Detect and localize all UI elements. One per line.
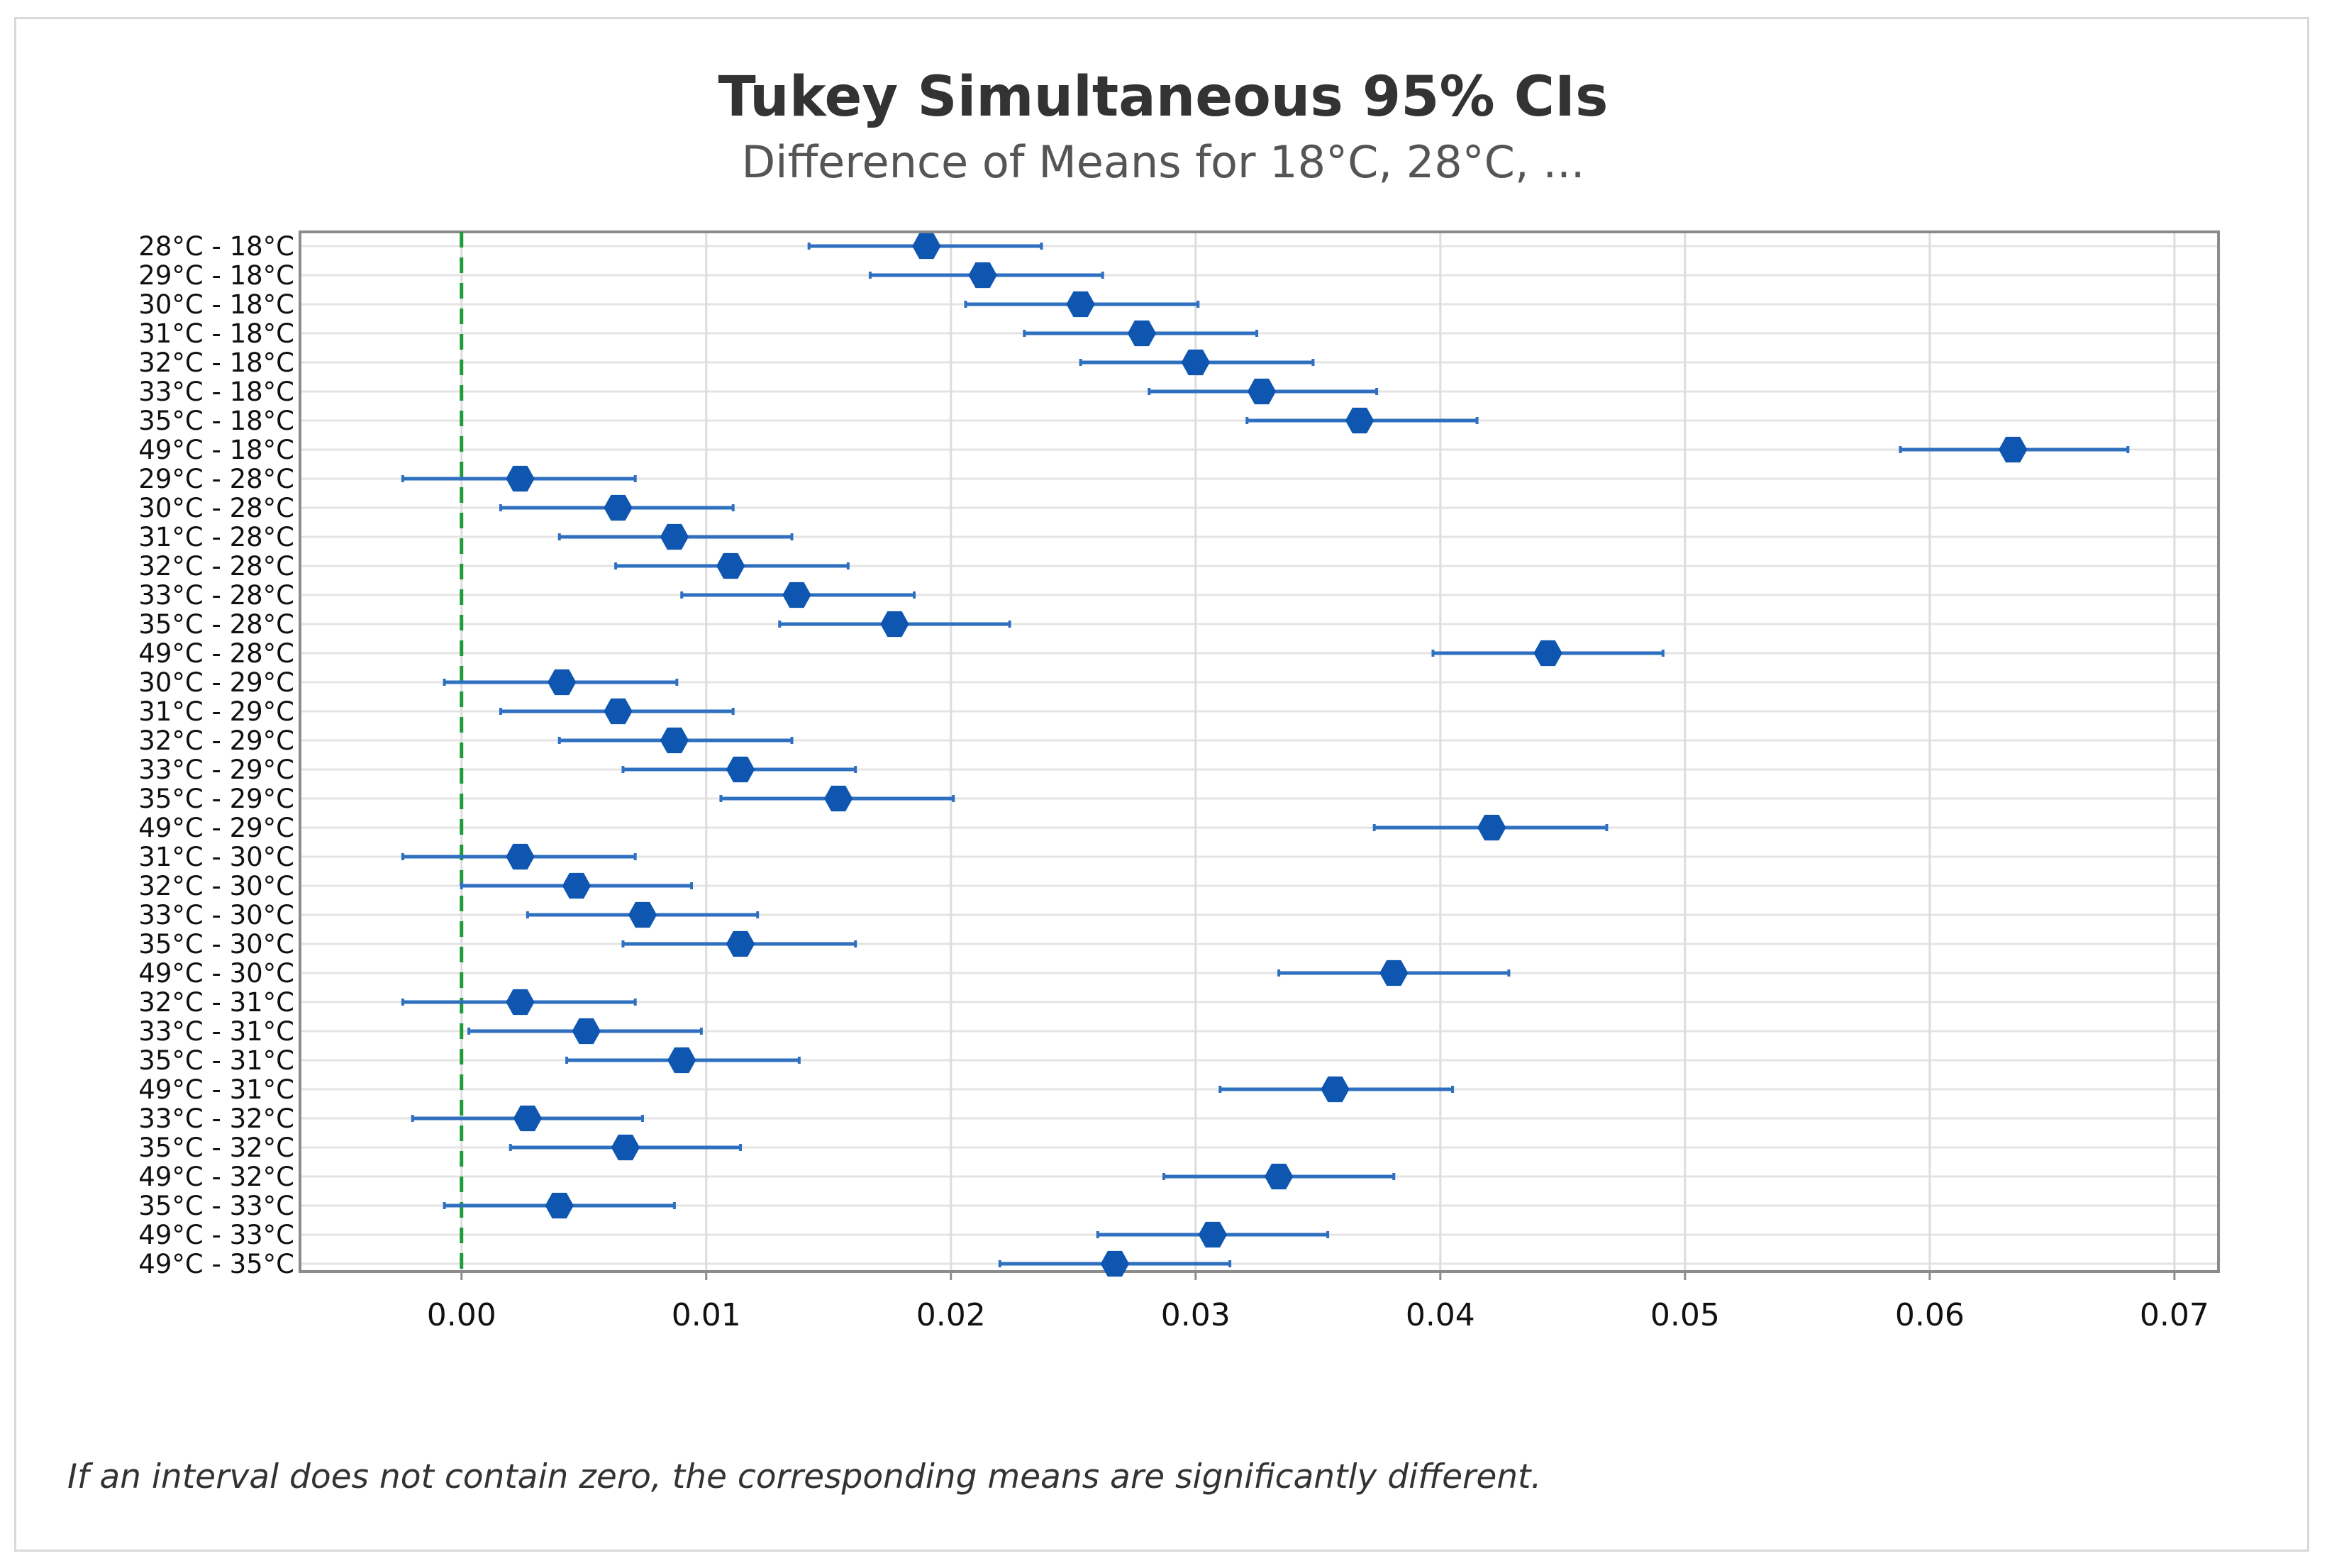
y-tick-labels: 28°C - 18°C29°C - 18°C30°C - 18°C31°C - … bbox=[138, 231, 294, 1279]
y-tick-label: 35°C - 28°C bbox=[138, 609, 294, 640]
y-tick-label: 33°C - 28°C bbox=[138, 580, 294, 611]
mean-difference-marker bbox=[1477, 814, 1506, 841]
y-tick-label: 33°C - 18°C bbox=[138, 377, 294, 407]
y-tick-label: 35°C - 33°C bbox=[138, 1191, 294, 1221]
mean-difference-marker bbox=[1999, 436, 2028, 463]
y-tick-label: 33°C - 30°C bbox=[138, 900, 294, 930]
mean-difference-marker bbox=[1181, 349, 1210, 376]
chart-frame bbox=[14, 17, 2309, 1552]
mean-difference-marker bbox=[513, 1105, 543, 1132]
x-tick-label: 0.02 bbox=[916, 1297, 986, 1333]
mean-difference-marker bbox=[716, 552, 745, 579]
x-tick-label: 0.03 bbox=[1161, 1297, 1231, 1333]
mean-difference-marker bbox=[1127, 320, 1157, 347]
y-tick-label: 29°C - 18°C bbox=[138, 260, 294, 291]
mean-difference-marker bbox=[604, 698, 633, 725]
mean-difference-marker bbox=[782, 582, 811, 608]
y-tick-label: 35°C - 30°C bbox=[138, 929, 294, 960]
x-tick-labels: 0.00 0.01 0.02 0.03 0.04 0.05 0.06 0.07 bbox=[427, 1297, 2209, 1333]
x-tick-label: 0.01 bbox=[672, 1297, 741, 1333]
mean-difference-marker bbox=[604, 494, 633, 521]
y-tick-label: 49°C - 28°C bbox=[138, 638, 294, 669]
y-tick-label: 31°C - 28°C bbox=[138, 522, 294, 552]
y-tick-label: 35°C - 32°C bbox=[138, 1133, 294, 1163]
mean-difference-marker bbox=[823, 785, 853, 812]
x-tick-label: 0.07 bbox=[2140, 1297, 2209, 1333]
y-tick-label: 35°C - 31°C bbox=[138, 1045, 294, 1076]
mean-difference-marker bbox=[912, 233, 941, 260]
y-tick-label: 49°C - 33°C bbox=[138, 1220, 294, 1250]
y-tick-label: 30°C - 28°C bbox=[138, 493, 294, 523]
mean-difference-marker bbox=[545, 1192, 574, 1219]
y-tick-label: 30°C - 29°C bbox=[138, 667, 294, 698]
mean-difference-marker bbox=[572, 1018, 601, 1045]
mean-difference-marker bbox=[726, 756, 755, 783]
mean-difference-marker bbox=[1264, 1163, 1294, 1190]
mean-difference-marker bbox=[506, 843, 535, 870]
y-tick-label: 32°C - 18°C bbox=[138, 347, 294, 378]
mean-difference-marker bbox=[548, 669, 577, 696]
y-tick-label: 32°C - 29°C bbox=[138, 725, 294, 756]
chart-subtitle: Difference of Means for 18°C, 28°C, ... bbox=[741, 136, 1584, 188]
intervals bbox=[401, 233, 2130, 1277]
mean-difference-marker bbox=[1345, 407, 1374, 434]
mean-difference-marker bbox=[660, 727, 689, 754]
mean-difference-marker bbox=[726, 930, 755, 957]
y-tick-label: 31°C - 30°C bbox=[138, 842, 294, 872]
x-tick-label: 0.04 bbox=[1406, 1297, 1475, 1333]
y-tick-label: 49°C - 30°C bbox=[138, 958, 294, 989]
y-tick-label: 33°C - 31°C bbox=[138, 1016, 294, 1047]
mean-difference-marker bbox=[880, 611, 909, 638]
mean-difference-marker bbox=[667, 1047, 696, 1074]
mean-difference-marker bbox=[660, 523, 689, 550]
y-tick-label: 49°C - 31°C bbox=[138, 1074, 294, 1105]
mean-difference-marker bbox=[1533, 640, 1562, 667]
y-tick-label: 29°C - 28°C bbox=[138, 464, 294, 494]
mean-difference-marker bbox=[1379, 960, 1409, 986]
y-tick-label: 35°C - 29°C bbox=[138, 784, 294, 814]
footnote: If an interval does not contain zero, th… bbox=[67, 1457, 1541, 1496]
y-tick-label: 49°C - 29°C bbox=[138, 813, 294, 843]
y-tick-label: 30°C - 18°C bbox=[138, 289, 294, 320]
mean-difference-marker bbox=[1066, 291, 1095, 318]
y-tick-label: 32°C - 30°C bbox=[138, 871, 294, 901]
y-tick-label: 32°C - 28°C bbox=[138, 551, 294, 582]
y-tick-label: 49°C - 18°C bbox=[138, 435, 294, 465]
y-tick-label: 31°C - 18°C bbox=[138, 318, 294, 349]
chart-title: Tukey Simultaneous 95% CIs bbox=[718, 65, 1609, 129]
mean-difference-marker bbox=[1198, 1221, 1228, 1248]
y-tick-label: 33°C - 29°C bbox=[138, 755, 294, 785]
plot-area bbox=[299, 230, 2220, 1273]
y-tick-label: 28°C - 18°C bbox=[138, 231, 294, 262]
mean-difference-marker bbox=[1100, 1250, 1130, 1277]
y-tick-label: 35°C - 18°C bbox=[138, 406, 294, 436]
y-tick-label: 33°C - 32°C bbox=[138, 1103, 294, 1134]
y-tick-label: 49°C - 35°C bbox=[138, 1249, 294, 1279]
mean-difference-marker bbox=[1321, 1076, 1350, 1103]
x-tick-label: 0.00 bbox=[427, 1297, 496, 1333]
mean-difference-marker bbox=[1247, 378, 1277, 405]
mean-difference-marker bbox=[611, 1134, 640, 1161]
y-tick-label: 49°C - 32°C bbox=[138, 1162, 294, 1192]
x-tick-label: 0.06 bbox=[1895, 1297, 1965, 1333]
mean-difference-marker bbox=[506, 465, 535, 492]
y-tick-label: 32°C - 31°C bbox=[138, 987, 294, 1018]
mean-difference-marker bbox=[968, 262, 997, 289]
mean-difference-marker bbox=[506, 989, 535, 1016]
mean-difference-marker bbox=[628, 901, 657, 928]
y-tick-label: 31°C - 29°C bbox=[138, 696, 294, 727]
mean-difference-marker bbox=[562, 872, 592, 899]
x-tick-label: 0.05 bbox=[1650, 1297, 1720, 1333]
